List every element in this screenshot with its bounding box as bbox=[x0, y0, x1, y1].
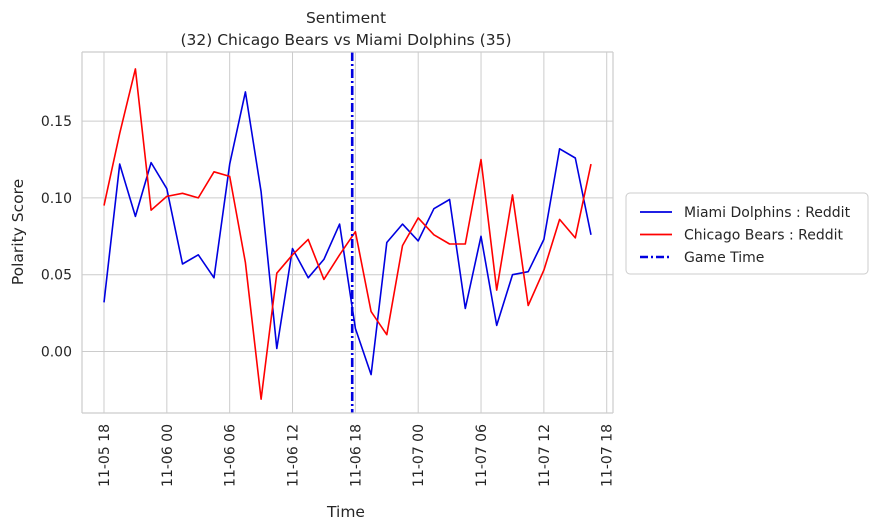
chart-title: Sentiment bbox=[306, 9, 386, 27]
y-axis-label: Polarity Score bbox=[9, 179, 27, 285]
x-tick-label: 11-07 00 bbox=[411, 424, 427, 487]
x-tick-label: 11-07 18 bbox=[600, 424, 616, 487]
x-tick-label: 11-06 06 bbox=[223, 424, 239, 487]
plot-area bbox=[103, 52, 592, 413]
legend-label-miami-dolphins: Miami Dolphins : Reddit bbox=[684, 205, 851, 221]
series-line-chicago-bears bbox=[103, 68, 592, 401]
axes-frame bbox=[81, 51, 614, 414]
legend-label-chicago-bears: Chicago Bears : Reddit bbox=[684, 228, 844, 244]
y-tick-label: 0.00 bbox=[41, 345, 72, 361]
legend-box bbox=[625, 192, 869, 275]
y-tick-label: 0.15 bbox=[41, 114, 72, 130]
x-tick-label: 11-05 18 bbox=[97, 424, 113, 487]
grid-lines bbox=[82, 52, 613, 413]
x-tick-label: 11-07 06 bbox=[474, 424, 490, 487]
x-tick-labels: 11-05 18 11-06 00 11-06 06 11-06 12 11-06 18… bbox=[97, 424, 616, 487]
y-tick-label: 0.10 bbox=[41, 191, 72, 207]
y-tick-labels: 0.00 0.05 0.10 0.15 bbox=[41, 114, 72, 360]
x-tick-label: 11-06 12 bbox=[286, 424, 302, 487]
y-tick-label: 0.05 bbox=[41, 268, 72, 284]
x-tick-label: 11-06 18 bbox=[348, 424, 364, 487]
legend-label-game-time: Game Time bbox=[684, 250, 764, 266]
series-line-miami-dolphins bbox=[103, 91, 592, 376]
legend: Miami Dolphins : Reddit Chicago Bears : R… bbox=[625, 192, 869, 275]
x-tick-label: 11-06 00 bbox=[160, 424, 176, 487]
x-axis-label: Time bbox=[326, 503, 365, 521]
x-tick-label: 11-07 12 bbox=[537, 424, 553, 487]
chart-subtitle: (32) Chicago Bears vs Miami Dolphins (35… bbox=[180, 31, 511, 49]
